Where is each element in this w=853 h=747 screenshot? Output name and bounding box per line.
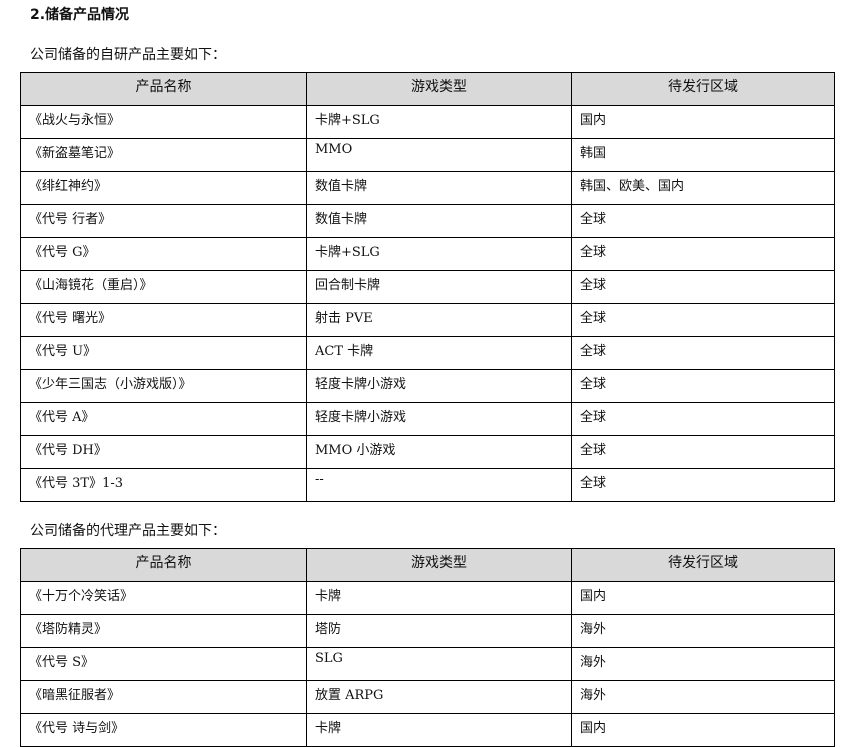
product-name-cell: 《绯红神约》 (20, 171, 307, 205)
product-name-cell: 《山海镜花（重启）》 (20, 270, 307, 304)
game-type-cell: MMO (306, 138, 572, 172)
release-region-cell: 海外 (571, 614, 835, 648)
game-type-cell: 射击 PVE (306, 303, 572, 337)
self-products-intro: 公司储备的自研产品主要如下： (30, 47, 226, 63)
table-row: 《代号 DH》 MMO 小游戏 全球 (20, 435, 835, 469)
header-release-region: 待发行区域 (571, 548, 835, 582)
table-row: 《代号 诗与剑》 卡牌 国内 (20, 713, 835, 747)
release-region-cell: 全球 (571, 237, 835, 271)
release-region-cell: 国内 (571, 581, 835, 615)
header-game-type: 游戏类型 (306, 72, 572, 106)
release-region-cell: 韩国 (571, 138, 835, 172)
section-title: 2.储备产品情况 (30, 7, 130, 23)
table-row: 《新盗墓笔记》 MMO 韩国 (20, 138, 835, 172)
product-name-cell: 《代号 G》 (20, 237, 307, 271)
release-region-cell: 海外 (571, 680, 835, 714)
self-products-table: 产品名称 游戏类型 待发行区域 《战火与永恒》 卡牌+SLG 国内 《新盗墓笔记》 MM… (20, 72, 835, 502)
table-row: 《代号 3T》1-3 -- 全球 (20, 468, 835, 502)
header-product-name: 产品名称 (20, 548, 307, 582)
product-name-cell: 《代号 行者》 (20, 204, 307, 238)
release-region-cell: 全球 (571, 369, 835, 403)
game-type-cell: MMO 小游戏 (306, 435, 572, 469)
release-region-cell: 全球 (571, 435, 835, 469)
game-type-cell: ACT 卡牌 (306, 336, 572, 370)
release-region-cell: 全球 (571, 303, 835, 337)
table-row: 《代号 S》 SLG 海外 (20, 647, 835, 681)
agency-products-intro: 公司储备的代理产品主要如下： (30, 523, 226, 539)
release-region-cell: 全球 (571, 336, 835, 370)
table-row: 《少年三国志（小游戏版）》 轻度卡牌小游戏 全球 (20, 369, 835, 403)
release-region-cell: 海外 (571, 647, 835, 681)
game-type-cell: 卡牌 (306, 581, 572, 615)
game-type-cell: SLG (306, 647, 572, 681)
product-name-cell: 《代号 U》 (20, 336, 307, 370)
table-row: 《塔防精灵》 塔防 海外 (20, 614, 835, 648)
agency-products-table: 产品名称 游戏类型 待发行区域 《十万个冷笑话》 卡牌 国内 《塔防精灵》 塔防 海外 《代… (20, 548, 835, 747)
table-row: 《战火与永恒》 卡牌+SLG 国内 (20, 105, 835, 139)
table-row: 《暗黑征服者》 放置 ARPG 海外 (20, 680, 835, 714)
product-name-cell: 《代号 3T》1-3 (20, 468, 307, 502)
product-name-cell: 《代号 S》 (20, 647, 307, 681)
product-name-cell: 《代号 DH》 (20, 435, 307, 469)
header-release-region: 待发行区域 (571, 72, 835, 106)
game-type-cell: -- (306, 468, 572, 502)
table-row: 《代号 G》 卡牌+SLG 全球 (20, 237, 835, 271)
product-name-cell: 《代号 诗与剑》 (20, 713, 307, 747)
game-type-cell: 塔防 (306, 614, 572, 648)
product-name-cell: 《战火与永恒》 (20, 105, 307, 139)
product-name-cell: 《代号 曙光》 (20, 303, 307, 337)
game-type-cell: 卡牌+SLG (306, 105, 572, 139)
table-row: 《代号 A》 轻度卡牌小游戏 全球 (20, 402, 835, 436)
game-type-cell: 数值卡牌 (306, 171, 572, 205)
table-row: 《代号 行者》 数值卡牌 全球 (20, 204, 835, 238)
game-type-cell: 轻度卡牌小游戏 (306, 369, 572, 403)
table-header-row: 产品名称 游戏类型 待发行区域 (20, 548, 835, 582)
product-name-cell: 《十万个冷笑话》 (20, 581, 307, 615)
header-product-name: 产品名称 (20, 72, 307, 106)
product-name-cell: 《少年三国志（小游戏版）》 (20, 369, 307, 403)
release-region-cell: 韩国、欧美、国内 (571, 171, 835, 205)
table-row: 《山海镜花（重启）》 回合制卡牌 全球 (20, 270, 835, 304)
release-region-cell: 全球 (571, 468, 835, 502)
product-name-cell: 《代号 A》 (20, 402, 307, 436)
release-region-cell: 全球 (571, 204, 835, 238)
table-header-row: 产品名称 游戏类型 待发行区域 (20, 72, 835, 106)
product-name-cell: 《塔防精灵》 (20, 614, 307, 648)
game-type-cell: 回合制卡牌 (306, 270, 572, 304)
release-region-cell: 国内 (571, 713, 835, 747)
table-row: 《十万个冷笑话》 卡牌 国内 (20, 581, 835, 615)
release-region-cell: 国内 (571, 105, 835, 139)
release-region-cell: 全球 (571, 402, 835, 436)
release-region-cell: 全球 (571, 270, 835, 304)
table-row: 《代号 U》 ACT 卡牌 全球 (20, 336, 835, 370)
game-type-cell: 卡牌+SLG (306, 237, 572, 271)
game-type-cell: 放置 ARPG (306, 680, 572, 714)
table-row: 《代号 曙光》 射击 PVE 全球 (20, 303, 835, 337)
header-game-type: 游戏类型 (306, 548, 572, 582)
game-type-cell: 轻度卡牌小游戏 (306, 402, 572, 436)
table-row: 《绯红神约》 数值卡牌 韩国、欧美、国内 (20, 171, 835, 205)
game-type-cell: 卡牌 (306, 713, 572, 747)
product-name-cell: 《新盗墓笔记》 (20, 138, 307, 172)
game-type-cell: 数值卡牌 (306, 204, 572, 238)
product-name-cell: 《暗黑征服者》 (20, 680, 307, 714)
